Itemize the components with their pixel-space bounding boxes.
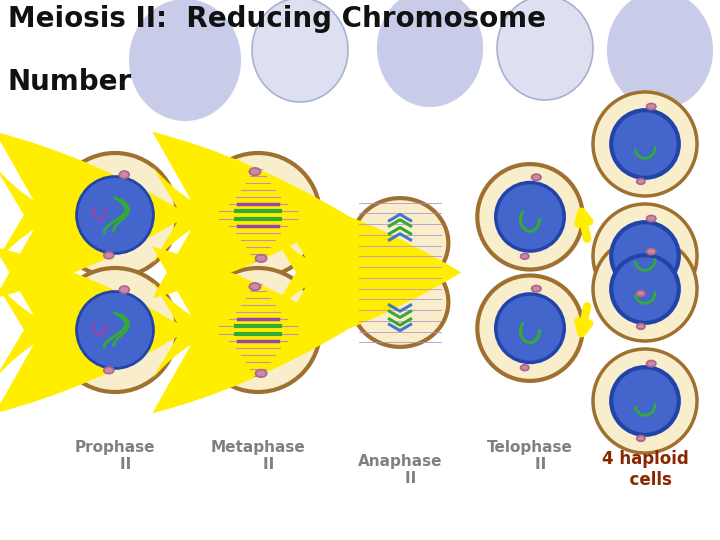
Ellipse shape bbox=[120, 286, 130, 293]
Ellipse shape bbox=[249, 168, 261, 176]
Ellipse shape bbox=[256, 255, 266, 262]
Ellipse shape bbox=[521, 253, 529, 259]
Ellipse shape bbox=[256, 370, 266, 377]
Ellipse shape bbox=[53, 268, 177, 392]
Text: Number: Number bbox=[8, 68, 132, 96]
Ellipse shape bbox=[593, 349, 697, 453]
Text: Prophase
    II: Prophase II bbox=[75, 440, 156, 472]
Text: 4 haploid
  cells: 4 haploid cells bbox=[602, 450, 688, 489]
Ellipse shape bbox=[593, 92, 697, 196]
Ellipse shape bbox=[196, 268, 320, 392]
Ellipse shape bbox=[120, 171, 130, 178]
Ellipse shape bbox=[647, 104, 656, 110]
Ellipse shape bbox=[647, 248, 656, 255]
Ellipse shape bbox=[477, 164, 582, 269]
Ellipse shape bbox=[53, 153, 177, 277]
Ellipse shape bbox=[76, 177, 153, 253]
Ellipse shape bbox=[521, 365, 529, 370]
Text: Anaphase
    II: Anaphase II bbox=[358, 454, 442, 487]
Ellipse shape bbox=[593, 237, 697, 341]
Ellipse shape bbox=[531, 174, 541, 180]
Ellipse shape bbox=[636, 323, 645, 329]
Ellipse shape bbox=[351, 198, 449, 288]
Ellipse shape bbox=[76, 292, 153, 368]
Ellipse shape bbox=[249, 283, 261, 291]
Ellipse shape bbox=[477, 275, 582, 381]
Ellipse shape bbox=[611, 222, 679, 290]
Ellipse shape bbox=[252, 0, 348, 102]
Ellipse shape bbox=[104, 367, 114, 374]
Ellipse shape bbox=[104, 252, 114, 259]
Ellipse shape bbox=[608, 0, 712, 108]
Ellipse shape bbox=[351, 257, 449, 347]
Ellipse shape bbox=[647, 360, 656, 367]
Ellipse shape bbox=[611, 110, 679, 178]
Text: Metaphase
    II: Metaphase II bbox=[211, 440, 305, 472]
Ellipse shape bbox=[130, 0, 240, 120]
Text: Telophase
    II: Telophase II bbox=[487, 440, 573, 472]
Text: Meiosis II:  Reducing Chromosome: Meiosis II: Reducing Chromosome bbox=[8, 5, 546, 33]
Ellipse shape bbox=[647, 215, 656, 222]
Ellipse shape bbox=[636, 291, 645, 296]
Ellipse shape bbox=[378, 0, 482, 106]
Ellipse shape bbox=[611, 367, 679, 435]
Ellipse shape bbox=[497, 0, 593, 100]
Ellipse shape bbox=[196, 153, 320, 277]
Ellipse shape bbox=[636, 436, 645, 441]
Ellipse shape bbox=[636, 179, 645, 184]
Ellipse shape bbox=[611, 255, 679, 323]
Ellipse shape bbox=[531, 286, 541, 292]
Ellipse shape bbox=[593, 204, 697, 308]
Ellipse shape bbox=[496, 294, 564, 362]
Ellipse shape bbox=[496, 183, 564, 251]
